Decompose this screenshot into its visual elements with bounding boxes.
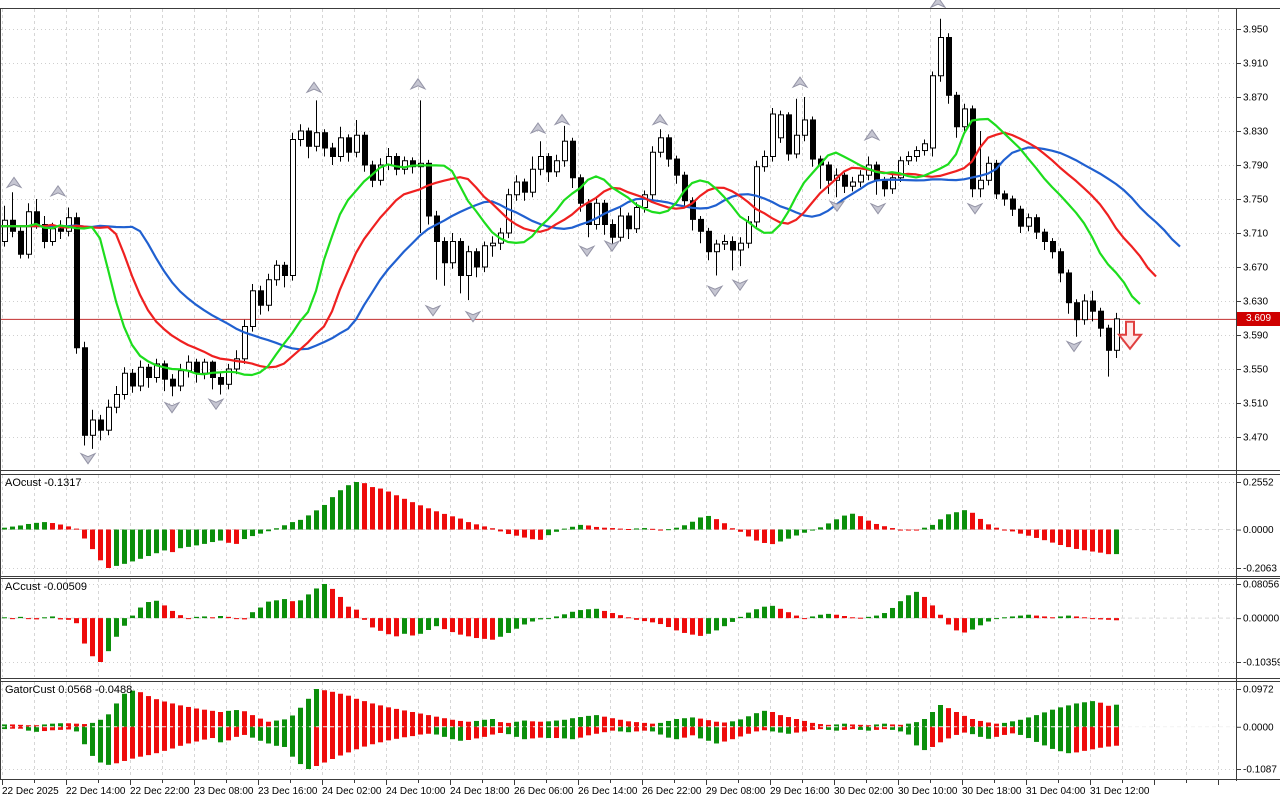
time-tick-label: 30 Dec 10:00	[898, 786, 958, 797]
time-tick-label: 29 Dec 08:00	[706, 786, 766, 797]
ac-histogram	[2, 583, 1119, 663]
grid-horizontal	[1, 29, 1235, 770]
time-axis[interactable]: 22 Dec 2025 22 Dec 14:00 22 Dec 22:00 23 De…	[2, 780, 1219, 797]
ac-indicator-value: -0.00509	[43, 581, 87, 593]
fractal-down-icon	[966, 202, 984, 215]
ao-indicator-value: -0.1317	[44, 477, 82, 489]
time-tick-label: 26 Dec 14:00	[578, 786, 638, 797]
alligator-jaw-line	[0, 146, 1181, 351]
price-tick-label: 3.470	[1243, 433, 1268, 444]
time-tick-label: 24 Dec 02:00	[322, 786, 382, 797]
price-tick-label: 3.550	[1243, 365, 1268, 376]
price-tick-label: 3.750	[1243, 195, 1268, 206]
gator-histogram	[1, 689, 1235, 769]
gator-scale-label: -0.1087	[1243, 765, 1277, 776]
fractal-down-icon	[79, 452, 97, 465]
time-tick-label: 23 Dec 08:00	[194, 786, 254, 797]
ao-scale-label: -0.2063	[1243, 564, 1277, 575]
price-tick-label: 3.670	[1243, 263, 1268, 274]
fractal-down-icon	[603, 240, 621, 253]
panel-borders	[0, 8, 1280, 781]
time-tick-label: 26 Dec 22:00	[642, 786, 702, 797]
time-tick-label: 23 Dec 16:00	[258, 786, 318, 797]
fractal-down-icon	[207, 398, 225, 411]
price-tick-label: 3.790	[1243, 161, 1268, 172]
fractal-arrows	[5, 0, 1083, 465]
fractal-down-icon	[578, 245, 596, 258]
fractal-up-icon	[553, 113, 571, 126]
price-tick-label: 3.590	[1243, 331, 1268, 342]
price-tick-label: 3.950	[1243, 25, 1268, 36]
time-tick-label: 30 Dec 18:00	[962, 786, 1022, 797]
price-tick-label: 3.830	[1243, 127, 1268, 138]
time-tick-label: 26 Dec 06:00	[514, 786, 574, 797]
fractal-up-icon	[791, 76, 809, 89]
ac-scale-label: -0.10359	[1243, 658, 1280, 669]
price-tick-label: 3.870	[1243, 93, 1268, 104]
fractal-up-icon	[929, 0, 947, 9]
fractal-down-icon	[869, 202, 887, 215]
fractal-down-icon	[1065, 340, 1083, 353]
ac-scale-label: 0.08056	[1243, 580, 1280, 591]
ac-scale-label: 0.00000	[1243, 614, 1280, 625]
ao-histogram	[2, 482, 1119, 568]
fractal-down-icon	[828, 200, 846, 213]
fractal-up-icon	[49, 185, 67, 198]
price-tick-label: 3.630	[1243, 297, 1268, 308]
ao-indicator-name: AOcust	[5, 477, 42, 489]
gator-indicator-name: GatorCust	[5, 684, 56, 696]
sell-signal-arrow-icon	[1116, 320, 1144, 351]
candles-layer	[2, 18, 1120, 449]
fractal-down-icon	[424, 304, 442, 317]
gator-scale-label: 0.0000	[1243, 722, 1274, 733]
time-tick-label: 24 Dec 18:00	[450, 786, 510, 797]
time-tick-label: 24 Dec 10:00	[386, 786, 446, 797]
gator-indicator-value-upper: 0.0568	[58, 684, 92, 696]
current-price-tag: 3.609	[1237, 311, 1280, 326]
price-tick-label: 3.510	[1243, 399, 1268, 410]
time-tick-label: 31 Dec 12:00	[1090, 786, 1150, 797]
ao-indicator-label: AOcust -0.1317	[5, 477, 81, 489]
fractal-up-icon	[5, 176, 23, 189]
alligator-lines	[0, 117, 1181, 377]
ac-indicator-label: ACcust -0.00509	[5, 581, 87, 593]
fractal-up-icon	[651, 113, 669, 126]
alligator-lips-line	[0, 117, 1141, 377]
time-tick-label: 22 Dec 2025	[2, 786, 59, 797]
grid-vertical	[2, 9, 1219, 778]
gator-scale-label: 0.0972	[1243, 685, 1274, 696]
alligator-teeth-line	[0, 131, 1157, 369]
fractal-up-icon	[863, 128, 881, 141]
fractal-up-icon	[409, 77, 427, 90]
time-tick-label: 31 Dec 04:00	[1026, 786, 1086, 797]
gator-indicator-value-lower: -0.0488	[94, 684, 133, 696]
fractal-down-icon	[706, 285, 724, 298]
price-tick-label: 3.910	[1243, 59, 1268, 70]
ao-scale-label: 0.0000	[1243, 525, 1274, 536]
price-tick-label: 3.710	[1243, 229, 1268, 240]
fractal-up-icon	[529, 122, 547, 135]
time-tick-label: 22 Dec 14:00	[66, 786, 126, 797]
time-tick-label: 30 Dec 02:00	[834, 786, 894, 797]
fractal-down-icon	[731, 279, 749, 292]
fractal-up-icon	[305, 81, 323, 94]
fractal-down-icon	[163, 401, 181, 414]
ao-scale-label: 0.2552	[1243, 478, 1274, 489]
fractal-down-icon	[464, 310, 482, 323]
ac-indicator-name: ACcust	[5, 581, 41, 593]
time-tick-label: 22 Dec 22:00	[130, 786, 190, 797]
price-axis[interactable]: 3.950 3.910 3.870 3.830 3.790 3.750 3.710 3.670…	[1236, 25, 1280, 776]
gator-indicator-label: GatorCust 0.0568 -0.0488	[5, 684, 132, 696]
time-tick-label: 29 Dec 16:00	[770, 786, 830, 797]
